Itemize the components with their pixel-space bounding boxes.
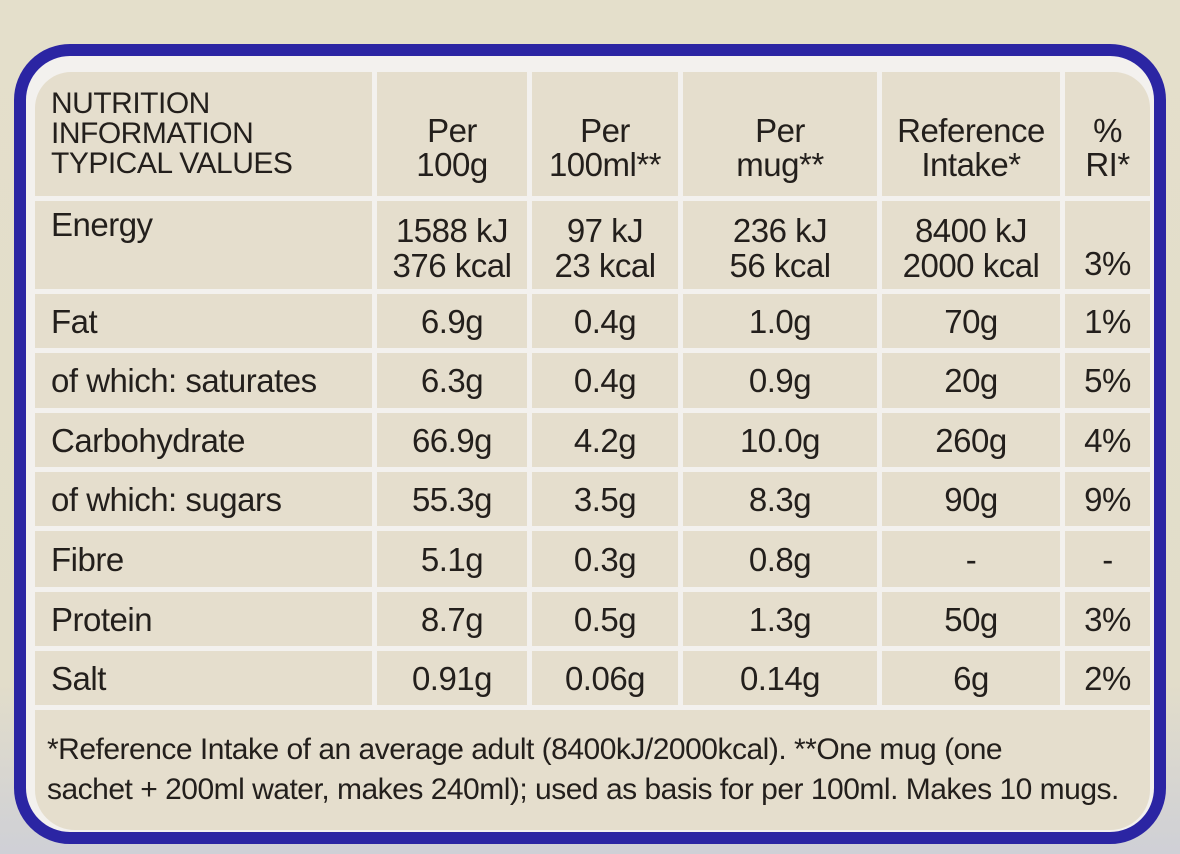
energy-reference-intake: 8400 kJ 2000 kcal (882, 201, 1060, 289)
cell-per-mug: 1.0g (683, 294, 877, 348)
energy-percent-ri: 3% (1065, 201, 1150, 289)
cell-per-100ml: 3.5g (532, 472, 678, 526)
title-line: INFORMATION (51, 117, 254, 150)
header-line: Per (427, 112, 477, 149)
row-label-energy: Energy (35, 201, 372, 289)
cell-per-mug: 0.8g (683, 531, 877, 587)
cell-percent-ri: 3% (1065, 592, 1150, 646)
cell-percent-ri: 9% (1065, 472, 1150, 526)
cell-per-mug: 1.3g (683, 592, 877, 646)
cell-reference-intake: 70g (882, 294, 1060, 348)
title-line: TYPICAL VALUES (51, 147, 293, 180)
header-line: 100ml** (548, 146, 662, 183)
cell-percent-ri: 2% (1065, 651, 1150, 705)
value-kcal: 56 kcal (729, 247, 831, 284)
value-percent: 3% (1084, 245, 1131, 282)
footnote-line: *Reference Intake of an average adult (8… (47, 733, 1003, 766)
table-title: NUTRITION INFORMATION TYPICAL VALUES (35, 72, 372, 196)
value-kj: 97 kJ (566, 212, 644, 249)
cell-per-100g: 6.9g (377, 294, 527, 348)
value-kj: 1588 kJ (395, 212, 509, 249)
cell-per-mug: 0.14g (683, 651, 877, 705)
header-line: Per (755, 112, 805, 149)
column-header-percent-ri: % RI* (1065, 72, 1150, 196)
cell-per-100g: 55.3g (377, 472, 527, 526)
cell-percent-ri: 1% (1065, 294, 1150, 348)
cell-per-100ml: 4.2g (532, 413, 678, 467)
row-label: Carbohydrate (35, 413, 372, 467)
title-line: NUTRITION (51, 87, 210, 120)
header-line: 100g (416, 146, 488, 183)
row-label: Energy (51, 206, 153, 243)
cell-per-mug: 10.0g (683, 413, 877, 467)
column-header-per-100g: Per 100g (377, 72, 527, 196)
cell-percent-ri: 4% (1065, 413, 1150, 467)
row-label: Fat (35, 294, 372, 348)
header-line: RI* (1085, 146, 1130, 183)
value-kcal: 23 kcal (554, 247, 656, 284)
footnote: *Reference Intake of an average adult (8… (35, 710, 1150, 830)
energy-per-100g: 1588 kJ 376 kcal (377, 201, 527, 289)
value-kj: 236 kJ (732, 212, 828, 249)
footnote-line: sachet + 200ml water, makes 240ml); used… (47, 773, 1119, 806)
cell-per-100g: 0.91g (377, 651, 527, 705)
header-line: Reference (897, 112, 1045, 149)
column-header-per-mug: Per mug** (683, 72, 877, 196)
row-label: Salt (35, 651, 372, 705)
cell-per-100ml: 0.5g (532, 592, 678, 646)
cell-per-100g: 66.9g (377, 413, 527, 467)
cell-per-100ml: 0.4g (532, 353, 678, 408)
header-line: mug** (736, 146, 824, 183)
row-label: Protein (35, 592, 372, 646)
header-line: % (1093, 112, 1122, 149)
header-line: Intake* (921, 146, 1021, 183)
cell-per-100g: 5.1g (377, 531, 527, 587)
cell-per-100g: 8.7g (377, 592, 527, 646)
cell-per-100g: 6.3g (377, 353, 527, 408)
value-kcal: 376 kcal (392, 247, 512, 284)
cell-reference-intake: 50g (882, 592, 1060, 646)
energy-per-mug: 236 kJ 56 kcal (683, 201, 877, 289)
cell-per-mug: 8.3g (683, 472, 877, 526)
nutrition-table: NUTRITION INFORMATION TYPICAL VALUES Per… (35, 72, 1150, 830)
cell-reference-intake: - (882, 531, 1060, 587)
row-label: of which: saturates (35, 353, 372, 408)
cell-reference-intake: 20g (882, 353, 1060, 408)
value-kcal: 2000 kcal (902, 247, 1040, 284)
cell-per-100ml: 0.4g (532, 294, 678, 348)
row-label: of which: sugars (35, 472, 372, 526)
cell-per-100ml: 0.3g (532, 531, 678, 587)
energy-per-100ml: 97 kJ 23 kcal (532, 201, 678, 289)
cell-per-100ml: 0.06g (532, 651, 678, 705)
cell-reference-intake: 90g (882, 472, 1060, 526)
value-kj: 8400 kJ (914, 212, 1028, 249)
cell-percent-ri: - (1065, 531, 1150, 587)
column-header-per-100ml: Per 100ml** (532, 72, 678, 196)
column-header-reference-intake: Reference Intake* (882, 72, 1060, 196)
cell-per-mug: 0.9g (683, 353, 877, 408)
row-label: Fibre (35, 531, 372, 587)
cell-reference-intake: 6g (882, 651, 1060, 705)
header-line: Per (580, 112, 630, 149)
cell-reference-intake: 260g (882, 413, 1060, 467)
cell-percent-ri: 5% (1065, 353, 1150, 408)
